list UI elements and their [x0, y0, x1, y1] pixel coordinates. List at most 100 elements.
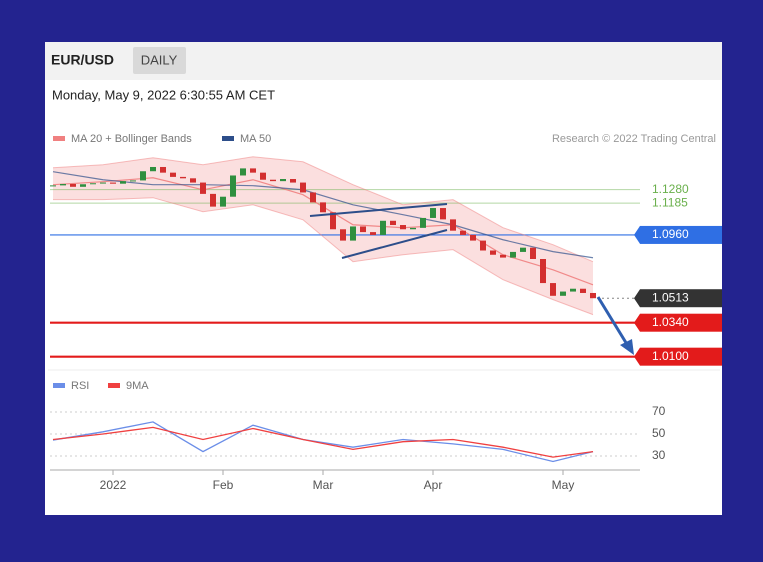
- candle-body: [100, 182, 106, 184]
- y-tick-label: 70: [652, 404, 666, 418]
- candle-body: [420, 217, 426, 228]
- candle-body: [380, 220, 386, 235]
- candle-body: [120, 181, 126, 184]
- level-label-box: [640, 313, 722, 332]
- legend-swatch: [108, 383, 120, 388]
- period-pill[interactable]: [133, 47, 186, 74]
- legend-label: MA 50: [240, 133, 271, 145]
- candle-body: [470, 234, 476, 241]
- candle-body: [140, 171, 146, 181]
- candle-body: [330, 212, 336, 230]
- candle-body: [180, 176, 186, 179]
- candle-body: [440, 208, 446, 220]
- legend-label: MA 20 + Bollinger Bands: [71, 133, 192, 145]
- candle-body: [580, 288, 586, 293]
- candle-body: [270, 179, 276, 182]
- level-label-tip: [634, 347, 640, 366]
- rsi-line: [52, 426, 594, 458]
- candle-body: [80, 184, 86, 187]
- candle-body: [200, 182, 206, 194]
- x-tick-label: Feb: [213, 478, 234, 492]
- legend-swatch: [222, 136, 234, 141]
- candle-body: [430, 208, 436, 218]
- candle-body: [570, 288, 576, 292]
- candle-body: [490, 250, 496, 255]
- candle-body: [60, 183, 66, 186]
- timestamp: Monday, May 9, 2022 6:30:55 AM CET: [52, 87, 275, 102]
- candle-body: [460, 230, 466, 235]
- legend-swatch: [53, 136, 65, 141]
- candle-body: [170, 172, 176, 177]
- candle-body: [480, 240, 486, 251]
- x-tick-label: 2022: [100, 478, 127, 492]
- candle-body: [110, 182, 116, 184]
- trend-line: [341, 229, 448, 259]
- forecast-arrowhead: [620, 339, 634, 355]
- level-label-tip: [634, 225, 640, 244]
- candle-body: [190, 178, 196, 183]
- candle-body: [160, 166, 166, 173]
- candle-body: [240, 168, 246, 176]
- candle-body: [530, 247, 536, 259]
- source: Research © 2022 Trading Central: [552, 133, 716, 145]
- candle-body: [410, 227, 416, 230]
- legend-label: RSI: [71, 380, 89, 392]
- level-label-box: [640, 225, 722, 244]
- bollinger-upper: [52, 156, 594, 263]
- candle-body: [370, 232, 376, 235]
- rsi-line: [52, 421, 594, 463]
- candle-body: [360, 226, 366, 233]
- candle-body: [390, 220, 396, 226]
- panel: [45, 42, 722, 515]
- trend-line: [309, 203, 448, 217]
- candle-body: [220, 196, 226, 207]
- candle-body: [310, 192, 316, 203]
- x-tick-label: Apr: [424, 478, 443, 492]
- level-label: 1.1280: [652, 182, 689, 196]
- legend-label: 9MA: [126, 380, 149, 392]
- symbol: EUR/USD: [51, 52, 114, 68]
- candle-body: [350, 226, 356, 241]
- level-label: 1.0513: [652, 290, 689, 304]
- period[interactable]: DAILY: [141, 52, 178, 67]
- candle-body: [560, 291, 566, 296]
- bollinger-fill: [53, 156, 593, 315]
- y-tick-label: 30: [652, 448, 666, 462]
- candle-body: [450, 219, 456, 231]
- candle-body: [340, 229, 346, 241]
- candle-body: [250, 168, 256, 173]
- candle-body: [400, 225, 406, 230]
- x-tick-label: May: [552, 478, 575, 492]
- level-label-box: [640, 347, 722, 366]
- candle-body: [150, 166, 156, 172]
- candle-body: [320, 202, 326, 213]
- annotations: [309, 203, 634, 355]
- level-label: 1.1185: [652, 195, 688, 209]
- bollinger-lower: [53, 197, 594, 316]
- candle-body: [260, 172, 266, 180]
- legend-swatch: [53, 383, 65, 388]
- candle-body: [50, 185, 56, 187]
- forecast-arrow: [596, 296, 630, 347]
- level-label: 1.0100: [652, 349, 689, 363]
- candle-body: [590, 292, 596, 299]
- y-tick-label: 50: [652, 426, 666, 440]
- level-label: 1.0340: [652, 315, 689, 329]
- candle-body: [130, 180, 136, 182]
- candle-body: [520, 247, 526, 252]
- candle-body: [290, 179, 296, 183]
- candle-body: [230, 175, 236, 197]
- ma50-line: [52, 171, 594, 259]
- candle-body: [540, 259, 546, 284]
- level-label-tip: [634, 289, 640, 308]
- candle-body: [510, 251, 516, 258]
- candle-body: [70, 183, 76, 187]
- candle-body: [500, 254, 506, 258]
- level-label-tip: [634, 313, 640, 332]
- level-label: 1.0960: [652, 227, 689, 241]
- candle-body: [550, 283, 556, 296]
- candle-body: [90, 183, 96, 185]
